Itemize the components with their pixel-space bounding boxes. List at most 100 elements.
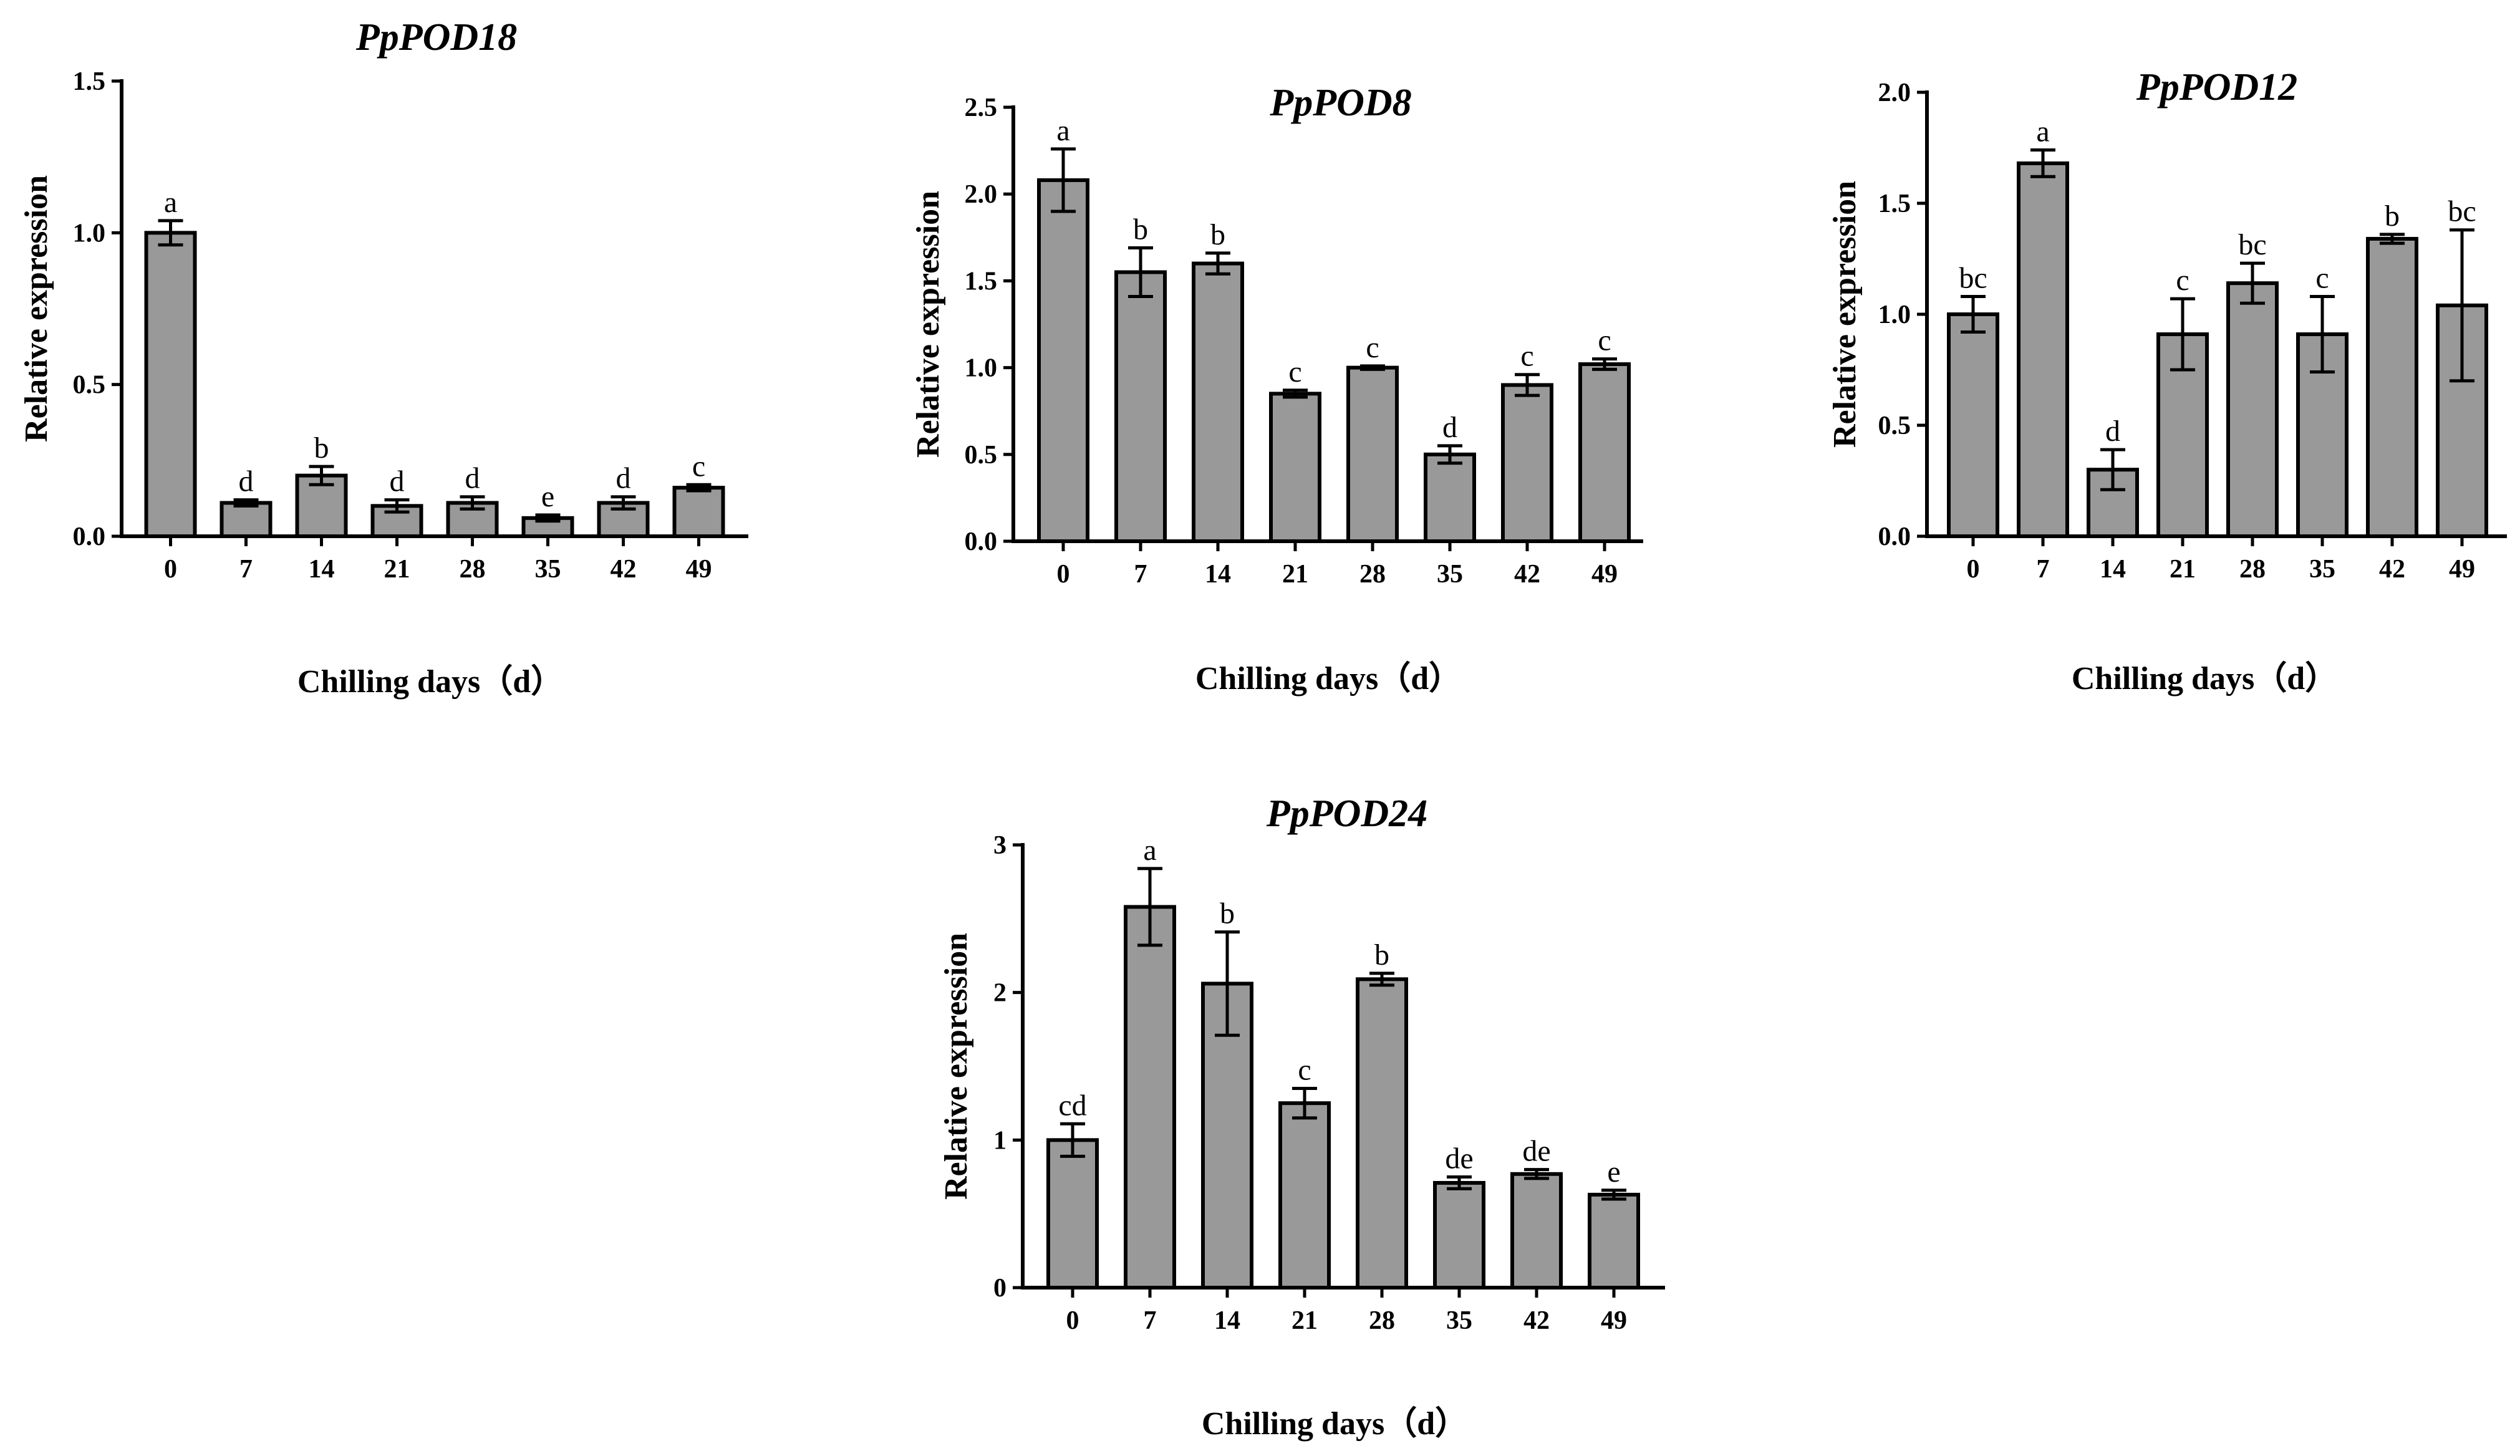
y-tick-label: 0.0 bbox=[1878, 523, 1911, 551]
bar bbox=[1501, 383, 1553, 543]
bar bbox=[2366, 236, 2418, 538]
y-tick-label: 0 bbox=[993, 1274, 1007, 1303]
y-tick-label: 2.5 bbox=[965, 94, 998, 122]
x-tick-label: 0 bbox=[164, 555, 177, 584]
x-tick-label: 21 bbox=[384, 555, 410, 584]
significance-label: c bbox=[1298, 1054, 1311, 1087]
chart-title: PpPOD12 bbox=[2136, 66, 2297, 108]
x-tick-label: 7 bbox=[239, 555, 253, 584]
chart-panel-pod8: PpPOD8 0.0 0.5 1.0 1.5 2.0 2.5 Relative express… bbox=[910, 82, 1643, 697]
significance-label: e bbox=[1607, 1155, 1620, 1188]
significance-label: c bbox=[692, 450, 705, 483]
significance-label: d bbox=[465, 462, 480, 495]
x-tick-label: 14 bbox=[309, 555, 335, 584]
y-tick-label: 0.0 bbox=[73, 523, 106, 551]
x-tick-label: 35 bbox=[1446, 1306, 1472, 1335]
chart-panel-pod18: PpPOD18 0.0 0.5 1.0 1.5 Relative expression a 0… bbox=[19, 16, 748, 700]
significance-label: b bbox=[1374, 938, 1389, 971]
significance-label: c bbox=[1598, 324, 1611, 357]
y-axis-label: Relative expression bbox=[19, 175, 54, 442]
bar bbox=[1578, 362, 1631, 543]
significance-label: b bbox=[1133, 213, 1148, 246]
bar bbox=[1114, 270, 1167, 543]
y-tick-label: 0.5 bbox=[965, 441, 998, 470]
y-tick-label: 0.5 bbox=[1878, 412, 1911, 440]
y-tick-label: 0.5 bbox=[73, 371, 106, 400]
x-tick-label: 49 bbox=[686, 555, 712, 584]
bar bbox=[1278, 1101, 1331, 1290]
x-tick-label: 14 bbox=[1214, 1306, 1240, 1335]
x-tick-label: 0 bbox=[1967, 555, 1980, 584]
significance-label: de bbox=[1522, 1135, 1550, 1168]
bar bbox=[220, 501, 273, 539]
bar bbox=[1037, 178, 1089, 544]
y-tick-label: 1.5 bbox=[965, 267, 998, 296]
significance-label: a bbox=[1143, 834, 1156, 867]
y-tick-label: 0.0 bbox=[965, 528, 998, 556]
chart-panel-pod24: PpPOD24 0 1 2 3 Relative expression cd 0 a 7 b 14 c 2… bbox=[939, 793, 1665, 1442]
significance-label: c bbox=[1288, 355, 1301, 388]
bar bbox=[1046, 1138, 1099, 1290]
y-tick-label: 2.0 bbox=[965, 180, 998, 209]
x-tick-label: 42 bbox=[2379, 555, 2405, 584]
bar bbox=[1124, 905, 1176, 1290]
significance-label: b bbox=[1220, 897, 1235, 930]
bar bbox=[1947, 312, 1999, 538]
x-tick-label: 42 bbox=[1514, 560, 1540, 589]
bar bbox=[1424, 452, 1476, 543]
y-tick-label: 1.5 bbox=[1878, 190, 1911, 218]
y-tick-label: 2 bbox=[993, 979, 1007, 1008]
y-tick-label: 1 bbox=[993, 1126, 1007, 1155]
x-tick-label: 21 bbox=[2170, 555, 2196, 584]
y-tick-label: 1.5 bbox=[73, 67, 106, 96]
x-tick-label: 21 bbox=[1291, 1306, 1318, 1335]
significance-label: b bbox=[2385, 200, 2400, 233]
y-tick-label: 1.0 bbox=[965, 354, 998, 383]
significance-label: b bbox=[1210, 218, 1225, 251]
x-tick-label: 35 bbox=[535, 555, 561, 584]
significance-label: a bbox=[1056, 114, 1069, 147]
x-axis-label: Chilling days（d） bbox=[2072, 660, 2337, 697]
significance-label: cd bbox=[1058, 1089, 1086, 1122]
significance-label: bc bbox=[2238, 228, 2266, 261]
x-tick-label: 21 bbox=[1282, 560, 1308, 589]
x-axis-label: Chilling days（d） bbox=[1195, 660, 1461, 697]
chart-title: PpPOD8 bbox=[1269, 82, 1411, 124]
bar bbox=[2226, 281, 2279, 538]
bar bbox=[1269, 392, 1321, 543]
bar bbox=[2017, 161, 2069, 539]
y-axis-label: Relative expression bbox=[910, 191, 946, 458]
significance-label: bc bbox=[1959, 262, 1987, 295]
x-axis-label: Chilling days（d） bbox=[297, 663, 563, 700]
x-tick-label: 49 bbox=[2449, 555, 2475, 584]
x-tick-label: 0 bbox=[1066, 1306, 1079, 1335]
x-tick-label: 42 bbox=[611, 555, 637, 584]
significance-label: c bbox=[2315, 262, 2329, 295]
bar bbox=[1588, 1192, 1640, 1290]
x-tick-label: 28 bbox=[1369, 1306, 1395, 1335]
significance-label: c bbox=[1366, 331, 1379, 364]
x-tick-label: 7 bbox=[1134, 560, 1147, 589]
significance-label: de bbox=[1445, 1142, 1473, 1175]
y-tick-label: 1.0 bbox=[1878, 301, 1911, 329]
chart-title: PpPOD24 bbox=[1266, 793, 1427, 835]
x-tick-label: 49 bbox=[1601, 1306, 1627, 1335]
x-tick-label: 49 bbox=[1591, 560, 1618, 589]
significance-label: a bbox=[164, 186, 177, 219]
x-tick-label: 7 bbox=[1144, 1306, 1157, 1335]
y-tick-label: 1.0 bbox=[73, 219, 106, 248]
x-tick-label: 14 bbox=[1205, 560, 1231, 589]
bar bbox=[144, 231, 197, 538]
significance-label: a bbox=[2036, 115, 2049, 148]
significance-label: d bbox=[390, 465, 405, 498]
chart-title: PpPOD18 bbox=[355, 16, 517, 59]
y-tick-label: 3 bbox=[993, 831, 1007, 860]
significance-label: bc bbox=[2448, 195, 2476, 228]
bar bbox=[1433, 1180, 1485, 1290]
x-tick-label: 7 bbox=[2037, 555, 2050, 584]
y-axis-label: Relative expression bbox=[1827, 181, 1863, 448]
x-tick-label: 35 bbox=[2309, 555, 2335, 584]
significance-label: c bbox=[1520, 340, 1533, 373]
x-tick-label: 0 bbox=[1057, 560, 1070, 589]
